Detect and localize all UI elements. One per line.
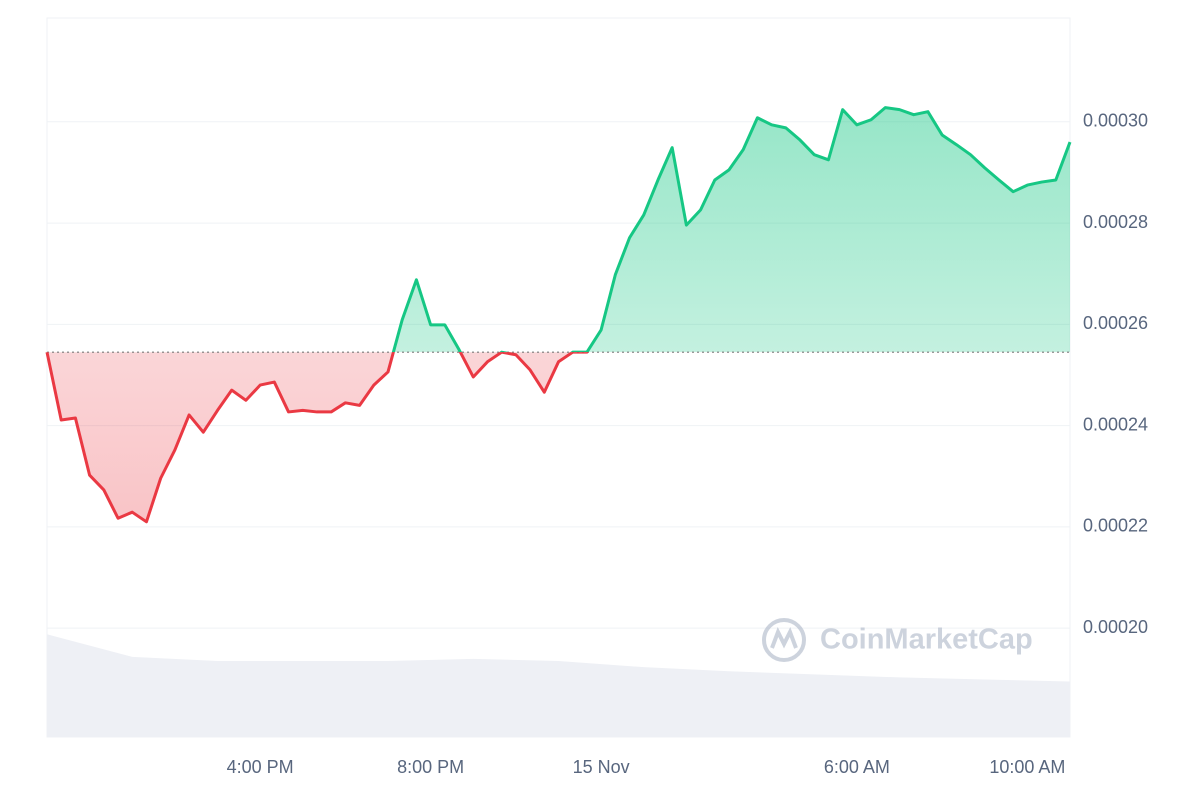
watermark: CoinMarketCap bbox=[762, 618, 1033, 662]
price-line-up bbox=[46, 106, 1072, 353]
y-tick-label: 0.00030 bbox=[1083, 111, 1148, 131]
y-tick-label: 0.00024 bbox=[1083, 414, 1148, 434]
x-tick-label: 15 Nov bbox=[573, 757, 630, 777]
x-tick-label: 8:00 PM bbox=[397, 757, 464, 777]
x-tick-label: 10:00 AM bbox=[989, 757, 1065, 777]
y-tick-label: 0.00020 bbox=[1083, 617, 1148, 637]
y-tick-label: 0.00022 bbox=[1083, 516, 1148, 536]
watermark-text: CoinMarketCap bbox=[820, 624, 1033, 656]
y-tick-label: 0.00026 bbox=[1083, 313, 1148, 333]
y-tick-label: 0.00028 bbox=[1083, 212, 1148, 232]
price-line-down bbox=[45, 352, 589, 524]
x-tick-label: 4:00 PM bbox=[227, 757, 294, 777]
x-tick-label: 6:00 AM bbox=[824, 757, 890, 777]
volume-area bbox=[47, 634, 1070, 737]
area-up bbox=[47, 107, 1070, 353]
area-down bbox=[47, 352, 573, 522]
